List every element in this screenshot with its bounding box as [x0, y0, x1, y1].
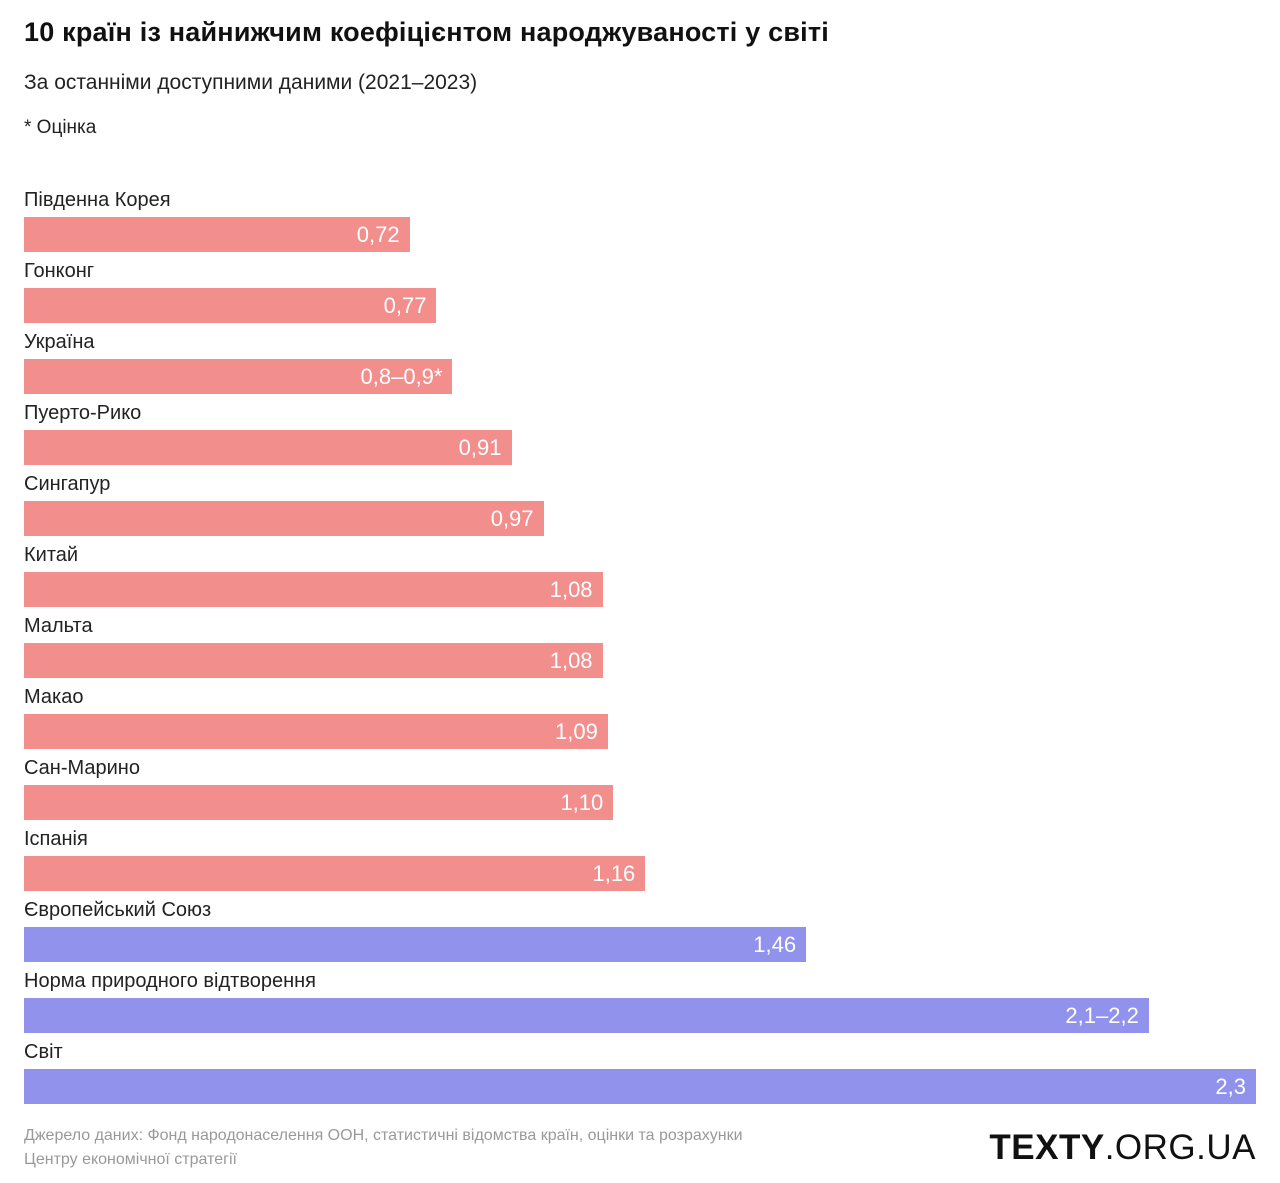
- bar: 1,08: [24, 643, 603, 678]
- source-line-1: Джерело даних: Фонд народонаселення ООН,…: [24, 1127, 743, 1144]
- value-label: 1,16: [592, 860, 636, 886]
- category-label: Норма природного відтворення: [24, 970, 317, 992]
- texty-logo-light: .ORG.UA: [1104, 1128, 1256, 1167]
- source-line-2: Центру економічної стратегії: [24, 1151, 237, 1168]
- value-label: 0,77: [383, 292, 427, 318]
- bar-row: Пуерто-Рико 0,91: [24, 400, 1256, 465]
- category-label: Сан-Марино: [24, 757, 140, 779]
- category-label: Південна Корея: [24, 189, 171, 211]
- estimate-note: * Оцінка: [24, 117, 97, 138]
- footer: Джерело даних: Фонд народонаселення ООН,…: [24, 1124, 1256, 1172]
- bar: 2,1–2,2: [24, 998, 1149, 1033]
- bar-row: Іспанія 1,16: [24, 826, 1256, 891]
- texty-logo: TEXTY.ORG.UA: [989, 1128, 1256, 1168]
- category-label: Макао: [24, 686, 84, 708]
- bar: 0,72: [24, 217, 410, 252]
- value-label: 2,3: [1215, 1073, 1246, 1099]
- chart-subtitle: За останніми доступними даними (2021–202…: [24, 71, 478, 94]
- bar-row: Україна 0,8–0,9*: [24, 329, 1256, 394]
- value-label: 0,97: [490, 505, 534, 531]
- bar-row: Сан-Марино 1,10: [24, 755, 1256, 820]
- bar-row: Мальта 1,08: [24, 613, 1256, 678]
- category-label: Світ: [24, 1041, 63, 1063]
- chart-title: 10 країн із найнижчим коефіцієнтом народ…: [24, 17, 829, 47]
- value-label: 0,8–0,9*: [360, 363, 443, 389]
- bar-row: Світ 2,3: [24, 1039, 1256, 1104]
- bar-row: Європейський Союз 1,46: [24, 897, 1256, 962]
- bar-row: Китай 1,08: [24, 542, 1256, 607]
- category-label: Пуерто-Рико: [24, 402, 142, 424]
- bar-row: Сингапур 0,97: [24, 471, 1256, 536]
- bar-row: Макао 1,09: [24, 684, 1256, 749]
- bar: 1,16: [24, 856, 646, 891]
- bar: 1,10: [24, 785, 614, 820]
- texty-logo-bold: TEXTY: [989, 1128, 1105, 1167]
- value-label: 1,10: [560, 789, 604, 815]
- source-text: Джерело даних: Фонд народонаселення ООН,…: [24, 1124, 743, 1172]
- value-label: 0,91: [458, 434, 502, 460]
- category-label: Китай: [24, 544, 79, 566]
- bar: 0,97: [24, 501, 544, 536]
- value-label: 2,1–2,2: [1065, 1002, 1139, 1028]
- bar-chart: Південна Корея 0,72 Гонконг 0,77 Україна 0,8–…: [24, 187, 1256, 1104]
- bar-row: Південна Корея 0,72: [24, 187, 1256, 252]
- value-label: 1,46: [753, 931, 797, 957]
- category-label: Іспанія: [24, 828, 88, 850]
- bar-row: Норма природного відтворення 2,1–2,2: [24, 968, 1256, 1033]
- value-label: 0,72: [356, 221, 400, 247]
- bar: 2,3: [24, 1069, 1256, 1104]
- bar: 1,08: [24, 572, 603, 607]
- bar: 0,8–0,9*: [24, 359, 453, 394]
- bar-row: Гонконг 0,77: [24, 258, 1256, 323]
- category-label: Україна: [24, 331, 95, 353]
- bar: 1,09: [24, 714, 608, 749]
- bar: 0,77: [24, 288, 437, 323]
- value-label: 1,08: [549, 576, 593, 602]
- value-label: 1,09: [555, 718, 598, 744]
- category-label: Європейський Союз: [24, 899, 212, 921]
- bar: 0,91: [24, 430, 512, 465]
- category-label: Гонконг: [24, 260, 95, 282]
- category-label: Мальта: [24, 615, 93, 637]
- bar: 1,46: [24, 927, 807, 962]
- category-label: Сингапур: [24, 473, 111, 495]
- value-label: 1,08: [549, 647, 593, 673]
